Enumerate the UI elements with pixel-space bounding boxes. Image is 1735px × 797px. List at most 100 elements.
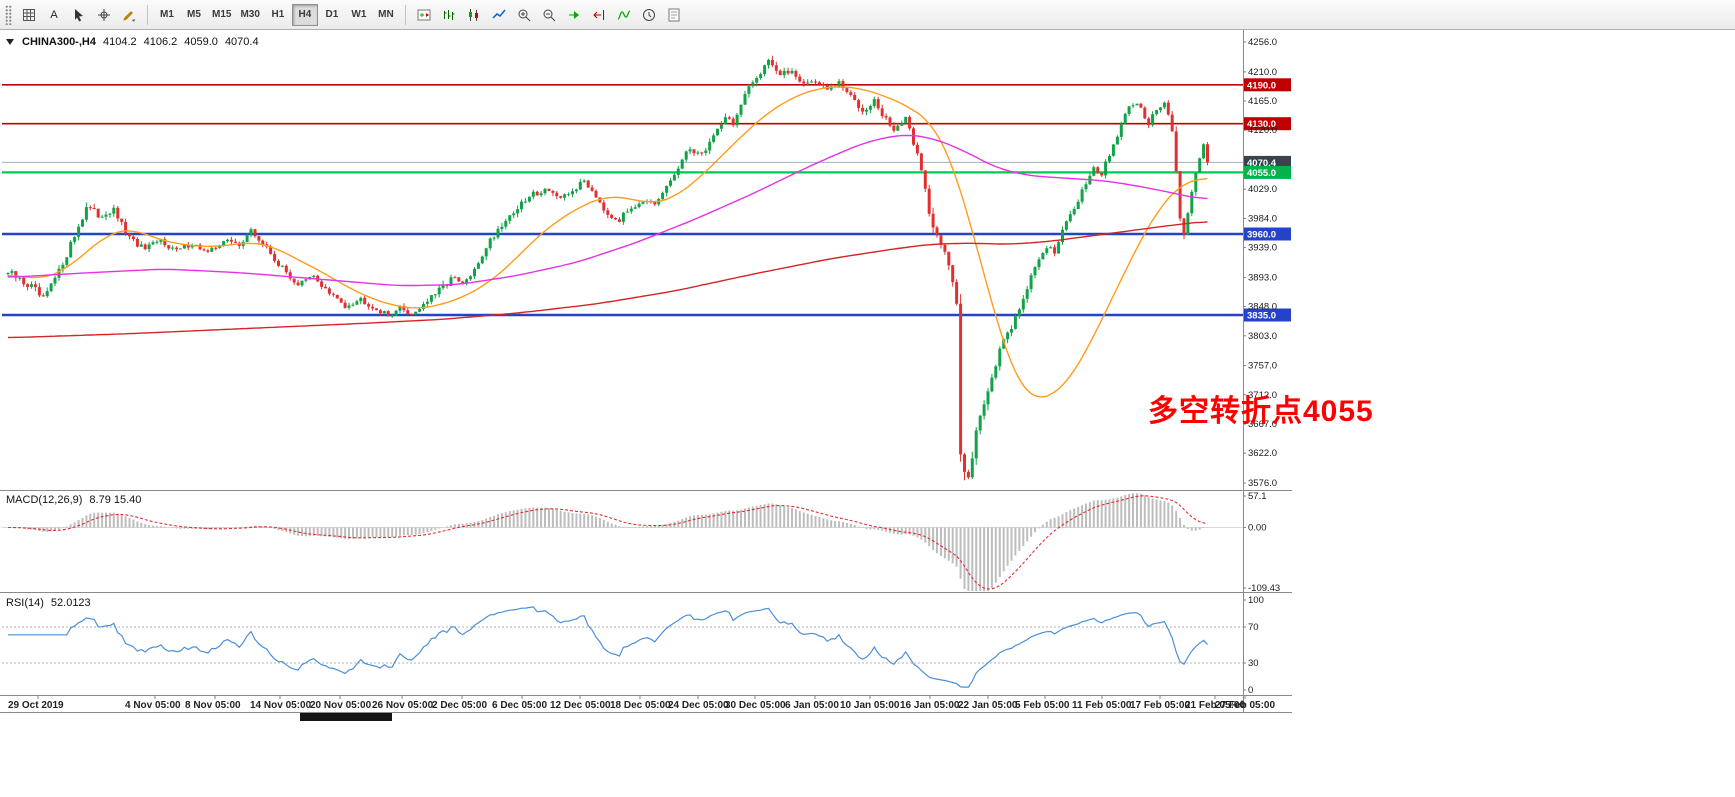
y-axis-label: 3984.0	[1248, 213, 1277, 224]
price-badge-support-3960	[1244, 227, 1291, 241]
y-axis-label: 3712.0	[1248, 390, 1277, 401]
auto-scroll-icon	[568, 10, 579, 19]
x-axis-label: 12 Dec 05:00	[550, 700, 611, 711]
timeframe-m30-button[interactable]: M30	[236, 4, 263, 26]
periods-button[interactable]	[637, 4, 661, 26]
x-axis-label: 22 Jan 05:00	[958, 700, 1018, 711]
x-axis-label: 26 Nov 05:00	[372, 700, 434, 711]
toolbar-separator	[147, 4, 148, 25]
auto-scroll-button[interactable]	[562, 4, 586, 26]
candlestick-chart-button[interactable]	[462, 4, 486, 26]
ohlc-high: 4106.2	[143, 36, 178, 48]
new-order-icon	[417, 9, 431, 20]
collapse-chart-icon[interactable]	[6, 39, 14, 45]
y-axis-label: 3848.0	[1248, 302, 1277, 313]
price-badge-current-price	[1244, 155, 1291, 169]
new-order-button[interactable]	[412, 4, 436, 26]
cursor-icon	[75, 8, 83, 21]
y-axis-label: 3576.0	[1248, 478, 1277, 489]
indicators-button[interactable]	[612, 4, 636, 26]
price-badge-label: 4130.0	[1247, 119, 1276, 130]
timeframe-d1-button[interactable]: D1	[319, 4, 345, 26]
timeframe-m15-button[interactable]: M15	[208, 4, 235, 26]
x-axis-label: 8 Nov 05:00	[185, 700, 241, 711]
timeframe-group: M1 M5 M15 M30 H1 H4 D1 W1 MN	[154, 3, 399, 26]
toolbar-separator	[404, 4, 406, 25]
price-badge-label: 4190.0	[1247, 80, 1276, 91]
macd-axis-label: 0.00	[1248, 523, 1267, 534]
templates-button[interactable]	[662, 4, 686, 26]
chart-shift-button[interactable]	[587, 4, 611, 26]
x-axis-label: 14 Nov 05:00	[250, 700, 312, 711]
zoom-out-button[interactable]	[537, 4, 561, 26]
up-candle-bodies	[6, 59, 1206, 478]
draw-tools-dropdown[interactable]	[117, 4, 141, 26]
y-axis-label: 3939.0	[1248, 243, 1277, 254]
bottom-scrollbar-thumb[interactable]	[300, 713, 392, 721]
price-badge-support-3835	[1244, 308, 1291, 322]
macd-axis-label: 57.1	[1248, 491, 1267, 502]
y-axis-label: 4210.0	[1248, 67, 1277, 78]
zoom-in-button[interactable]	[512, 4, 536, 26]
pivot-annotation-text: 多空转折点4055	[1148, 395, 1374, 428]
grid-icon	[23, 8, 35, 21]
y-axis-label: 4120.0	[1248, 125, 1277, 136]
price-badge-pivot-4055	[1244, 165, 1291, 179]
line-chart-button[interactable]	[487, 4, 511, 26]
y-axis-label: 4165.0	[1248, 96, 1277, 107]
rsi-pane-header: RSI(14) 52.0123	[6, 597, 91, 609]
ohlc-close: 4070.4	[224, 36, 259, 48]
x-axis-label: 5 Feb 05:00	[1015, 700, 1070, 711]
zoom-in-icon	[518, 9, 531, 21]
rsi-label: RSI(14)	[6, 597, 44, 609]
timeframe-m1-button[interactable]: M1	[154, 4, 180, 26]
timeframe-h4-button[interactable]: H4	[291, 3, 318, 26]
x-axis-label: 27 Feb 05:00	[1215, 700, 1275, 711]
rsi-axis-label: 100	[1248, 595, 1264, 606]
x-axis-label: 16 Jan 05:00	[900, 700, 960, 711]
cursor-tool-button[interactable]	[67, 4, 91, 26]
macd-label: MACD(12,26,9)	[6, 494, 83, 506]
x-axis-label: 29 Oct 2019	[8, 700, 64, 711]
rsi-axis-label: 0	[1248, 685, 1253, 696]
chart-tools-group	[412, 4, 686, 26]
clock-icon	[642, 8, 655, 21]
toolbar: A M1 M5 M15 M30 H1 H4 D1 W1 MN	[0, 0, 1735, 30]
y-axis-label: 3757.0	[1248, 361, 1277, 372]
x-axis-label: 4 Nov 05:00	[125, 700, 181, 711]
timeframe-h1-button[interactable]: H1	[265, 4, 291, 26]
ma-fast-orange	[7, 86, 1208, 398]
timeframe-m5-button[interactable]: M5	[181, 4, 207, 26]
price-badge-resistance-4130	[1244, 117, 1291, 131]
pencil-icon	[123, 10, 135, 22]
symbols-grid-button[interactable]	[17, 4, 41, 26]
price-chart-canvas[interactable]: 4190.04130.04070.44055.03960.03835.04256…	[0, 30, 1292, 713]
ohlc-open: 4104.2	[102, 36, 137, 48]
x-axis-label: 2 Dec 05:00	[432, 700, 487, 711]
timeframe-w1-button[interactable]: W1	[346, 4, 372, 26]
y-axis-label: 3667.0	[1248, 419, 1277, 430]
text-annotation-button[interactable]: A	[42, 4, 66, 26]
price-badge-label: 3960.0	[1247, 230, 1276, 241]
y-axis-label: 3893.0	[1248, 272, 1277, 283]
main-pane-header[interactable]: CHINA300-,H4 4104.2 4106.2 4059.0 4070.4	[6, 36, 259, 48]
bars-icon	[443, 9, 455, 20]
macd-pane-header: MACD(12,26,9) 8.79 15.40	[6, 494, 141, 506]
candles-icon	[468, 8, 478, 21]
rsi-line	[8, 606, 1208, 688]
line-icon	[492, 9, 506, 19]
x-axis-label: 21 Feb 05:00	[1185, 700, 1245, 711]
toolbar-drag-handle[interactable]	[5, 4, 12, 25]
down-candle-bodies	[14, 59, 1209, 478]
bar-chart-button[interactable]	[437, 4, 461, 26]
y-axis-label: 4029.0	[1248, 184, 1277, 195]
x-axis-label: 24 Dec 05:00	[668, 700, 729, 711]
crosshair-tool-button[interactable]	[92, 4, 116, 26]
ma-mid-magenta	[7, 134, 1208, 287]
price-badge-label: 4055.0	[1247, 168, 1276, 179]
x-axis-label: 10 Jan 05:00	[840, 700, 900, 711]
macd-axis-label: -109.43	[1248, 583, 1280, 594]
timeframe-mn-button[interactable]: MN	[373, 4, 399, 26]
indicators-icon	[617, 9, 631, 20]
